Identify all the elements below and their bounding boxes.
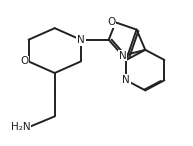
Text: O: O	[20, 57, 29, 66]
Text: H₂N: H₂N	[11, 121, 30, 132]
Text: N: N	[122, 75, 130, 85]
Text: N: N	[77, 35, 85, 45]
Text: N: N	[119, 51, 126, 61]
Text: O: O	[108, 17, 116, 27]
